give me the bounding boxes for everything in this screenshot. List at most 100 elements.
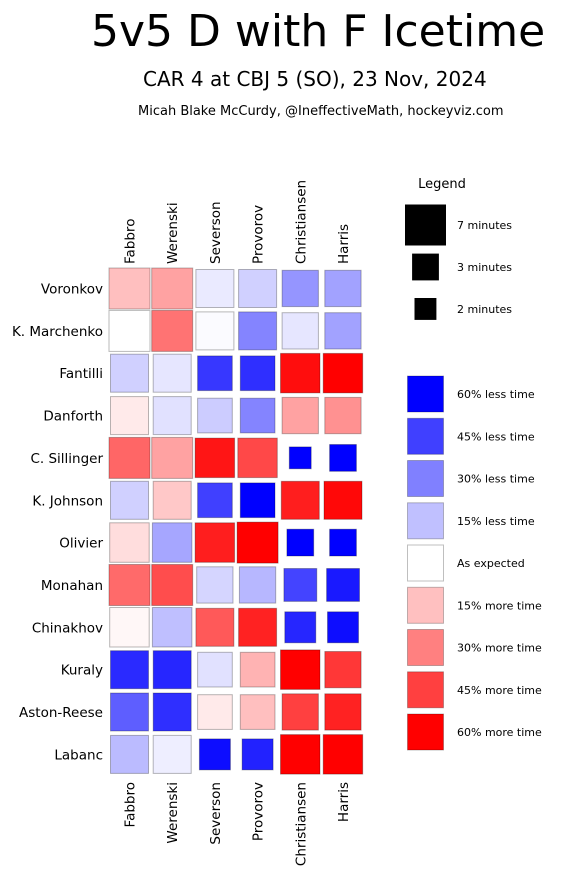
heatmap-cell [239, 397, 276, 434]
legend-color-label: 15% less time [457, 515, 535, 528]
heatmap-cell [329, 444, 357, 472]
heatmap-cell [281, 396, 319, 435]
legend-color-swatch [407, 375, 444, 413]
heatmap-cell [197, 651, 233, 688]
legend-color-swatch [407, 713, 444, 751]
legend-color-label: 30% less time [457, 473, 535, 486]
heatmap-cell [324, 312, 362, 350]
legend-color-swatch [407, 544, 444, 582]
column-label-top: Werenski [165, 202, 181, 264]
heatmap-cell [151, 436, 194, 479]
heatmap-cell [324, 693, 362, 731]
heatmap-cell [194, 437, 236, 479]
legend-color-swatch [407, 460, 444, 497]
legend-size-label: 7 minutes [457, 219, 512, 232]
chart-title: 5v5 D with F Icetime [91, 6, 546, 57]
heatmap-cell [281, 312, 319, 350]
heatmap-cell [110, 353, 149, 393]
legend-color-label: 60% more time [457, 726, 542, 739]
heatmap-cell [322, 352, 364, 394]
legend-color-label: 60% less time [457, 388, 535, 401]
heatmap-cell [198, 738, 231, 771]
chart-credit: Micah Blake McCurdy, @IneffectiveMath, h… [138, 104, 504, 119]
column-label-top: Christiansen [293, 180, 309, 264]
heatmap-cell [236, 521, 279, 564]
legend-color-swatch [407, 502, 444, 540]
row-label: Voronkov [41, 282, 103, 298]
heatmap-cell [194, 522, 236, 563]
heatmap-cell [280, 480, 320, 520]
heatmap-cell [324, 651, 362, 689]
row-label: Danforth [43, 409, 103, 425]
heatmap-cell [239, 694, 276, 730]
heatmap-cell [109, 607, 150, 648]
row-label: C. Sillinger [30, 451, 103, 467]
heatmap-cell [197, 355, 233, 392]
column-label-bottom: Werenski [165, 782, 181, 844]
heatmap-cell [110, 480, 149, 520]
column-label-bottom: Fabbro [123, 782, 139, 827]
legend-size-swatch [405, 204, 446, 246]
column-label-top: Provorov [251, 205, 267, 264]
heatmap-cell [239, 482, 276, 519]
heatmap-cell [324, 269, 362, 308]
legend-size-label: 3 minutes [457, 261, 512, 274]
heatmap-cell [280, 734, 321, 775]
heatmap-cell [195, 607, 235, 647]
chart-subtitle: CAR 4 at CBJ 5 (SO), 23 Nov, 2024 [143, 67, 487, 91]
heatmap-cell [238, 607, 278, 647]
legend-title: Legend [418, 177, 466, 192]
legend-size-label: 2 minutes [457, 303, 512, 316]
heatmap-cell [152, 480, 192, 520]
heatmap-cell [239, 651, 276, 688]
heatmap-cell [238, 269, 278, 308]
heatmap-cell [327, 611, 359, 644]
heatmap-cell [196, 566, 234, 604]
row-label: Aston-Reese [19, 705, 103, 721]
heatmap-cell [151, 309, 194, 352]
heatmap-cell [286, 528, 315, 557]
row-label: Chinakhov [32, 620, 103, 636]
heatmap-cell [238, 311, 278, 351]
column-label-bottom: Severson [208, 782, 224, 845]
heatmap-cell [108, 564, 151, 606]
heatmap-cell [288, 446, 312, 470]
heatmap-cell [284, 611, 317, 644]
row-label: Olivier [59, 536, 103, 552]
legend-color-swatch [407, 417, 444, 455]
heatmap-cell [322, 734, 364, 775]
heatmap-cell [237, 437, 278, 479]
heatmap-cell [108, 267, 151, 310]
legend-color-label: 45% more time [457, 684, 542, 697]
heatmap-cell [195, 311, 235, 351]
heatmap-cell [110, 396, 149, 436]
row-label: Fantilli [59, 366, 103, 382]
heatmap-cell [110, 734, 149, 774]
heatmap-cell [280, 649, 321, 690]
heatmap-cell [280, 352, 321, 394]
heatmap-cell [152, 650, 192, 690]
heatmap-cell [152, 734, 192, 774]
heatmap-cell [110, 692, 149, 732]
legend-size-swatch [412, 253, 439, 281]
heatmap-cell [239, 355, 276, 392]
heatmap-cell [151, 522, 193, 563]
row-label: K. Johnson [32, 493, 103, 509]
heatmap-cell [152, 396, 192, 436]
heatmap-cell [108, 436, 151, 479]
legend-color-label: 30% more time [457, 642, 542, 655]
legend-color-label: As expected [457, 557, 525, 570]
heatmap-cell [151, 267, 194, 310]
legend-color-label: 45% less time [457, 430, 535, 443]
row-label: Monahan [41, 578, 103, 594]
column-label-top: Fabbro [123, 219, 139, 264]
heatmap-cell [108, 309, 151, 352]
heatmap-cell [281, 693, 319, 731]
column-label-top: Harris [336, 224, 352, 264]
heatmap-cell [110, 650, 149, 690]
column-label-bottom: Christiansen [293, 782, 309, 866]
heatmap-cell [151, 607, 193, 648]
heatmap-cell [152, 692, 192, 732]
heatmap-cell [152, 353, 192, 393]
